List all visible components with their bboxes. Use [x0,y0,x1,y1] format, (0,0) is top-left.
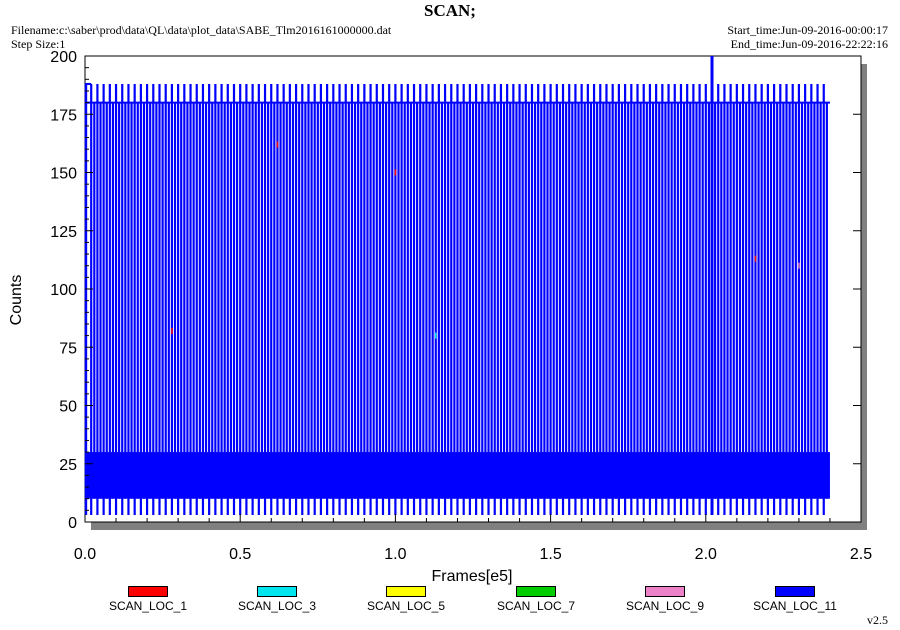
legend-swatch [775,586,815,597]
file-info: Filename:c:\saber\prod\data\QL\data\plot… [11,23,391,51]
legend-label: SCAN_LOC_7 [496,599,576,613]
y-tick-label: 175 [50,107,77,124]
y-axis-label: Counts [8,275,25,326]
legend-item-scan-loc-7: SCAN_LOC_7 [476,586,596,613]
y-tick-label: 125 [50,224,77,241]
legend-swatch [386,586,426,597]
time-info: Start_time:Jun-09-2016-00:00:17 End_time… [727,23,888,51]
legend-swatch [128,586,168,597]
legend-label: SCAN_LOC_3 [237,599,317,613]
y-tick-label: 150 [50,166,77,183]
x-tick-label: 2.0 [695,546,717,563]
legend-swatch [645,586,685,597]
legend-swatch [257,586,297,597]
x-tick-label: 1.5 [539,546,561,563]
legend-label: SCAN_LOC_9 [625,599,705,613]
y-tick-label: 0 [68,515,77,532]
legend-swatch [516,586,556,597]
end-time-text: End_time:Jun-09-2016-22:22:16 [730,37,888,51]
legend-item-scan-loc-3: SCAN_LOC_3 [217,586,337,613]
legend-item-scan-loc-1: SCAN_LOC_1 [88,586,208,613]
y-tick-label: 25 [59,457,77,474]
x-tick-label: 1.0 [384,546,406,563]
legend-item-scan-loc-5: SCAN_LOC_5 [346,586,466,613]
y-tick-label: 200 [50,49,77,66]
filename-text: Filename:c:\saber\prod\data\QL\data\plot… [11,23,392,37]
chart-title: SCAN; [424,1,476,20]
x-tick-label: 2.5 [850,546,872,563]
legend-label: SCAN_LOC_1 [108,599,188,613]
step-size-text: Step Size:1 [11,37,66,51]
legend-item-scan-loc-9: SCAN_LOC_9 [605,586,725,613]
x-tick-label: 0.0 [74,546,96,563]
version-label: v2.5 [867,613,888,627]
legend-label: SCAN_LOC_5 [366,599,446,613]
y-tick-label: 75 [59,340,77,357]
legend: SCAN_LOC_1 SCAN_LOC_3 SCAN_LOC_5 SCAN_LO… [0,586,900,616]
y-tick-label: 100 [50,282,77,299]
axis-layer: 0 25 50 75 100 125 150 175 200 0.0 0.5 1.0 1.5 2.0 2.5 [50,49,872,563]
start-time-text: Start_time:Jun-09-2016-00:00:17 [727,23,888,37]
legend-item-scan-loc-11: SCAN_LOC_11 [735,586,855,613]
x-tick-label: 0.5 [229,546,251,563]
y-tick-label: 50 [59,399,77,416]
data-layer [84,56,830,516]
legend-label: SCAN_LOC_11 [753,599,837,613]
x-axis-label: Frames[e5] [432,568,513,585]
